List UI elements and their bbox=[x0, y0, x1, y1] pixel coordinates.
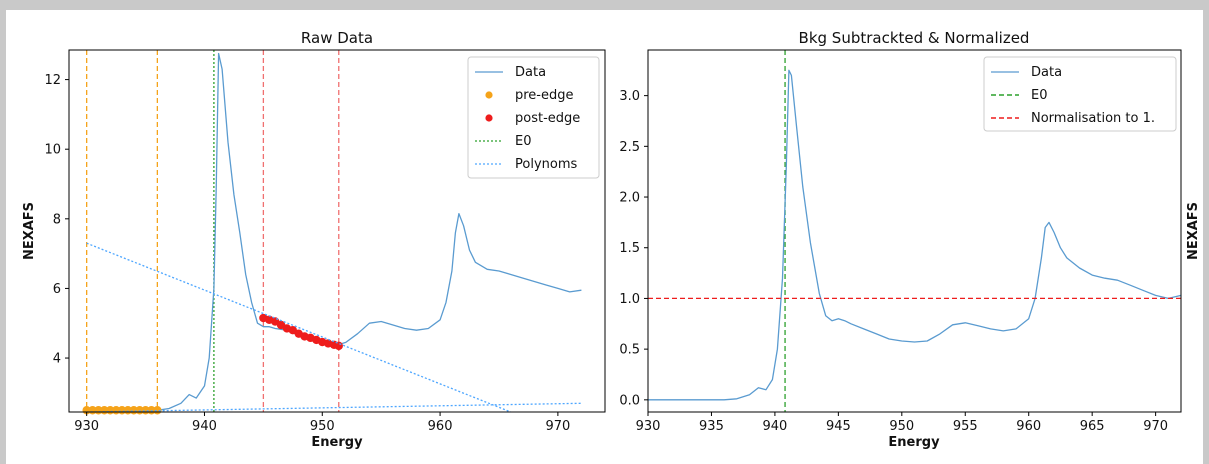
x-tick-label-normalized: 935 bbox=[699, 419, 724, 434]
legend-swatch-post-edge bbox=[485, 114, 493, 122]
legend-label-polynoms: Polynoms bbox=[515, 157, 577, 172]
y-tick-label-normalized: 0.5 bbox=[619, 343, 640, 358]
axes-frame-normalized bbox=[647, 49, 1182, 413]
x-tick-label-raw: 960 bbox=[428, 419, 453, 434]
legend-box-normalized bbox=[983, 56, 1177, 132]
x-tick-label-normalized: 970 bbox=[1143, 419, 1168, 434]
vlines-raw bbox=[86, 50, 340, 412]
y-tick-label-normalized: 1.0 bbox=[619, 292, 640, 307]
legend-label-norm: Normalisation to 1. bbox=[1031, 111, 1155, 126]
y-tick-label-raw: 8 bbox=[53, 212, 61, 227]
x-axis-label-normalized: Energy bbox=[888, 435, 940, 450]
x-tick-label-normalized: 945 bbox=[826, 419, 851, 434]
y-tick-label-normalized: 2.5 bbox=[619, 140, 640, 155]
series-line-polynoms bbox=[86, 242, 512, 413]
legend-label-pre-edge: pre-edge bbox=[515, 88, 574, 103]
x-tick-label-raw: 970 bbox=[545, 419, 570, 434]
axes-frame-raw bbox=[68, 49, 606, 413]
figure: Raw Data 930 940 950 960 970 4 6 8 10 12 Energy … bbox=[6, 10, 1203, 464]
series-normalized bbox=[648, 69, 1182, 401]
x-tick-label-normalized: 960 bbox=[1016, 419, 1041, 434]
y-tick-label-raw: 6 bbox=[53, 282, 61, 297]
legend-swatch-pre-edge bbox=[485, 91, 493, 99]
series-line-data bbox=[648, 69, 1182, 401]
y-tick-label-normalized: 3.0 bbox=[619, 89, 640, 104]
y-tick-label-normalized: 2.0 bbox=[619, 191, 640, 206]
legend-label-data: Data bbox=[515, 65, 546, 80]
y-tick-label-normalized: 1.5 bbox=[619, 241, 640, 256]
legend-box-raw bbox=[467, 56, 600, 179]
y-tick-label-raw: 4 bbox=[53, 352, 61, 367]
x-tick-label-normalized: 965 bbox=[1080, 419, 1105, 434]
legend-label-e0-n: E0 bbox=[1031, 88, 1048, 103]
x-tick-label-raw: 930 bbox=[74, 419, 99, 434]
x-ticks-normalized: 930 935 940 945 950 955 960 965 970 bbox=[636, 412, 1168, 434]
legend-label-e0: E0 bbox=[515, 134, 532, 149]
legend-raw: Data pre-edge post-edge E0 Polynoms bbox=[467, 56, 600, 179]
legend-normalized: Data E0 Normalisation to 1. bbox=[983, 56, 1177, 132]
y-axis-label-normalized: NEXAFS bbox=[1186, 202, 1201, 260]
x-tick-label-normalized: 950 bbox=[889, 419, 914, 434]
y-ticks-raw: 4 6 8 10 12 bbox=[44, 73, 69, 367]
y-tick-label-normalized: 0.0 bbox=[619, 393, 640, 408]
y-tick-label-raw: 10 bbox=[44, 143, 61, 158]
y-tick-label-raw: 12 bbox=[44, 73, 61, 88]
x-tick-label-normalized: 930 bbox=[636, 419, 661, 434]
x-tick-label-raw: 940 bbox=[192, 419, 217, 434]
panel-normalized: Bkg Subtrackted & Normalized 930 935 940 94… bbox=[619, 29, 1201, 450]
legend-label-data-n: Data bbox=[1031, 65, 1062, 80]
plot-title-normalized: Bkg Subtrackted & Normalized bbox=[799, 29, 1030, 47]
y-axis-label-raw: NEXAFS bbox=[22, 202, 37, 260]
plot-title-raw: Raw Data bbox=[301, 29, 373, 47]
series-line-polynoms bbox=[86, 402, 582, 413]
x-axis-label-raw: Energy bbox=[311, 435, 363, 450]
x-tick-label-normalized: 955 bbox=[953, 419, 978, 434]
x-tick-label-normalized: 940 bbox=[762, 419, 787, 434]
legend-label-post-edge: post-edge bbox=[515, 111, 580, 126]
y-ticks-normalized: 0.0 0.5 1.0 1.5 2.0 2.5 3.0 bbox=[619, 89, 648, 408]
x-tick-label-raw: 950 bbox=[310, 419, 335, 434]
x-ticks-raw: 930 940 950 960 970 bbox=[74, 412, 570, 434]
